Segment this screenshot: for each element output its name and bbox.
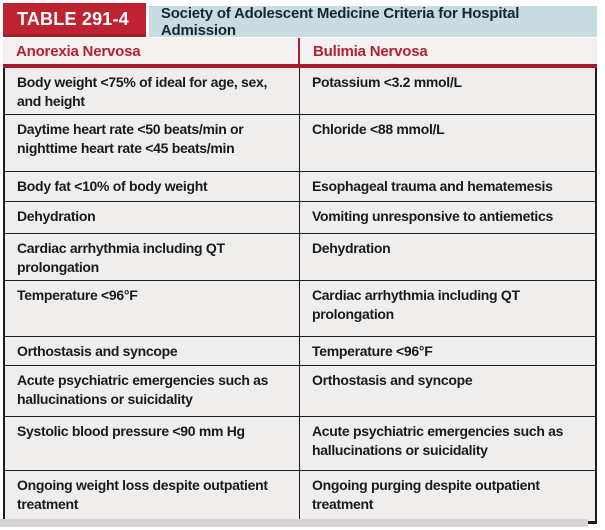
bulimia-criterion-cell: Chloride <88 mmol/L bbox=[312, 121, 445, 137]
table-row: Orthostasis and syncope Temperature <96°F bbox=[5, 337, 595, 366]
bulimia-criterion-cell: Ongoing purging despite outpatient treat… bbox=[312, 477, 540, 512]
bulimia-criterion-cell: Esophageal trauma and hematemesis bbox=[312, 178, 553, 194]
bulimia-criterion-cell: Acute psychiatric emergencies such as ha… bbox=[312, 423, 564, 458]
table-title: Society of Adolescent Medicine Criteria … bbox=[148, 5, 597, 39]
anorexia-criterion-cell: Dehydration bbox=[5, 202, 300, 233]
anorexia-criterion-cell: Acute psychiatric emergencies such as ha… bbox=[5, 366, 300, 416]
table-row: Temperature <96°F Cardiac arrhythmia incl… bbox=[5, 281, 595, 337]
column-header-row: Anorexia Nervosa Bulimia Nervosa bbox=[3, 38, 597, 64]
anorexia-criterion-cell: Systolic blood pressure <90 mm Hg bbox=[5, 417, 300, 470]
anorexia-criterion-cell: Body weight <75% of ideal for age, sex, … bbox=[5, 68, 300, 114]
anorexia-criterion-cell: Daytime heart rate <50 beats/min or nigh… bbox=[5, 115, 300, 171]
table-row: Systolic blood pressure <90 mm Hg Acute p… bbox=[5, 417, 595, 471]
bottom-shadow-strip bbox=[0, 519, 588, 527]
column-header-bulimia: Bulimia Nervosa bbox=[313, 42, 428, 60]
bulimia-criterion-cell: Temperature <96°F bbox=[312, 343, 433, 359]
anorexia-criterion-cell: Orthostasis and syncope bbox=[5, 337, 300, 365]
column-header-anorexia: Anorexia Nervosa bbox=[3, 38, 300, 64]
table-number-badge: TABLE 291-4 bbox=[3, 3, 146, 37]
bulimia-criterion-cell: Orthostasis and syncope bbox=[312, 372, 473, 388]
header-divider-rule bbox=[3, 64, 597, 68]
table-row: Body weight <75% of ideal for age, sex, … bbox=[5, 68, 595, 115]
anorexia-criterion-cell: Temperature <96°F bbox=[5, 281, 300, 336]
bulimia-criterion-cell: Dehydration bbox=[312, 240, 391, 256]
table-row: Body fat <10% of body weight Esophageal t… bbox=[5, 172, 595, 202]
table-row: Ongoing weight loss despite outpatient t… bbox=[5, 471, 595, 521]
table-row: Acute psychiatric emergencies such as ha… bbox=[5, 366, 595, 417]
table-header: TABLE 291-4 Society of Adolescent Medici… bbox=[3, 3, 597, 39]
anorexia-criterion-cell: Body fat <10% of body weight bbox=[5, 172, 300, 201]
table-row: Cardiac arrhythmia including QT prolonga… bbox=[5, 234, 595, 281]
table-row: Daytime heart rate <50 beats/min or nigh… bbox=[5, 115, 595, 172]
anorexia-criterion-cell: Ongoing weight loss despite outpatient t… bbox=[5, 471, 300, 521]
table-figure: TABLE 291-4 Society of Adolescent Medici… bbox=[3, 3, 597, 524]
bulimia-criterion-cell: Vomiting unresponsive to antiemetics bbox=[312, 208, 553, 224]
anorexia-criterion-cell: Cardiac arrhythmia including QT prolonga… bbox=[5, 234, 300, 280]
table-row: Dehydration Vomiting unresponsive to anti… bbox=[5, 202, 595, 234]
bulimia-criterion-cell: Potassium <3.2 mmol/L bbox=[312, 74, 462, 90]
table-body: Body weight <75% of ideal for age, sex, … bbox=[3, 68, 597, 524]
bulimia-criterion-cell: Cardiac arrhythmia including QT prolonga… bbox=[312, 287, 520, 322]
